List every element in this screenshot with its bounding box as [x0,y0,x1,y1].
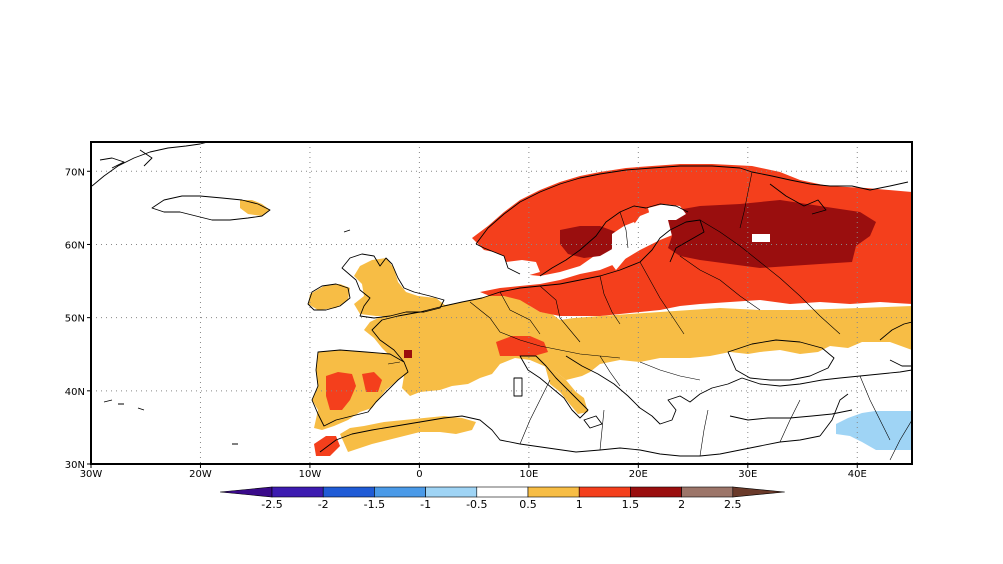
colorbar-segment-7 [630,486,682,498]
anatolia-coast [729,369,912,421]
border-lines [387,171,912,461]
anomaly-shading [240,164,912,456]
north-africa-coast [319,415,821,457]
baltic-coast [559,219,705,285]
lat-tick-label: 70N [65,167,85,178]
russia-gap [752,234,770,242]
no-anomaly-areas [506,204,770,276]
anomaly-region-iberia-hot-2 [362,372,382,392]
colorbar-segment-1 [322,486,375,498]
scandinavia-coast [475,165,753,277]
anomaly-region-western-europe [364,296,912,396]
anomaly-region-adriatic [404,350,412,358]
western-europe-coast [371,283,561,363]
caspian-coast [879,321,912,367]
colorbar-segment-2 [374,486,426,498]
anomaly-region-iceland [240,200,270,216]
kola-coast [751,171,909,215]
anomaly-region-western-russia [666,200,876,268]
country-borders [387,171,912,461]
lon-tick-label: 30W [80,469,103,480]
anomaly-region-iberia-hot-3 [314,436,340,456]
lon-tick-label: 40E [848,469,867,480]
colorbar-segment-8 [681,486,734,498]
baltic-sea-area [610,222,640,270]
anomaly-region-british-isles [354,258,446,316]
lon-tick-label: 30E [738,469,757,480]
lat-tick-label: 50N [65,314,85,325]
lon-tick-label: 20W [189,469,212,480]
great-britain-coast [341,253,445,319]
negative-anomaly-region-east-med [836,411,912,450]
colorbar-segment-4 [476,486,529,498]
colorbar: -2.5 -2 -1.5 -1 -0.5 0.5 1 1.5 2 2.5 [219,486,785,511]
black-sea-coast [727,339,835,381]
coastlines [91,142,912,457]
lon-tick-label: 0 [416,469,422,480]
colorbar-label: 2.5 [724,498,742,511]
lat-lon-grid [91,142,912,464]
colorbar-label: -2.5 [261,498,282,511]
colorbar-segment-0 [271,486,324,498]
lat-tick-label: 30N [65,460,85,471]
plot-area [91,142,912,464]
gulf-of-bothnia-area [648,204,686,220]
colorbar-label: -1 [420,498,431,511]
levant-coast [819,393,849,437]
longitude-labels: 30W 20W 10W 0 10E 20E 30E 40E [80,464,867,480]
anomaly-region-north-africa [340,416,476,452]
anomaly-region-ireland [308,284,350,310]
colorbar-segment-6 [578,486,631,498]
plot-frame [90,141,913,465]
lat-tick-label: 60N [65,240,85,251]
colorbar-label: 1 [576,498,583,511]
atlantic-islands [103,229,351,445]
lat-tick-label: 40N [65,387,85,398]
colorbar-label: 0.5 [519,498,537,511]
balkans-coast [565,355,743,425]
southern-scandinavia-gap [506,260,540,276]
colorbar-segment-3 [425,486,478,498]
colorbar-label: -1.5 [364,498,385,511]
colorbar-label: -2 [318,498,329,511]
latitude-labels: 30N 40N 50N 60N 70N [65,167,91,471]
ireland-coast [307,283,351,311]
colorbar-label: 2 [678,498,685,511]
colorbar-label: -0.5 [466,498,487,511]
colorbar-right-arrow [732,486,785,498]
colorbar-label: 1.5 [622,498,640,511]
greenland-coast [91,142,209,187]
colorbar-left-arrow [219,486,273,498]
iceland-coast [151,195,271,221]
lon-tick-label: 20E [629,469,648,480]
colorbar-segment-5 [527,486,580,498]
iberia-coast [311,349,409,427]
lon-tick-label: 10W [299,469,322,480]
lon-tick-label: 10E [519,469,538,480]
anomaly-region-baltic-russia [560,226,616,258]
anomaly-region-alps [496,336,548,356]
italy-coast [513,355,603,429]
